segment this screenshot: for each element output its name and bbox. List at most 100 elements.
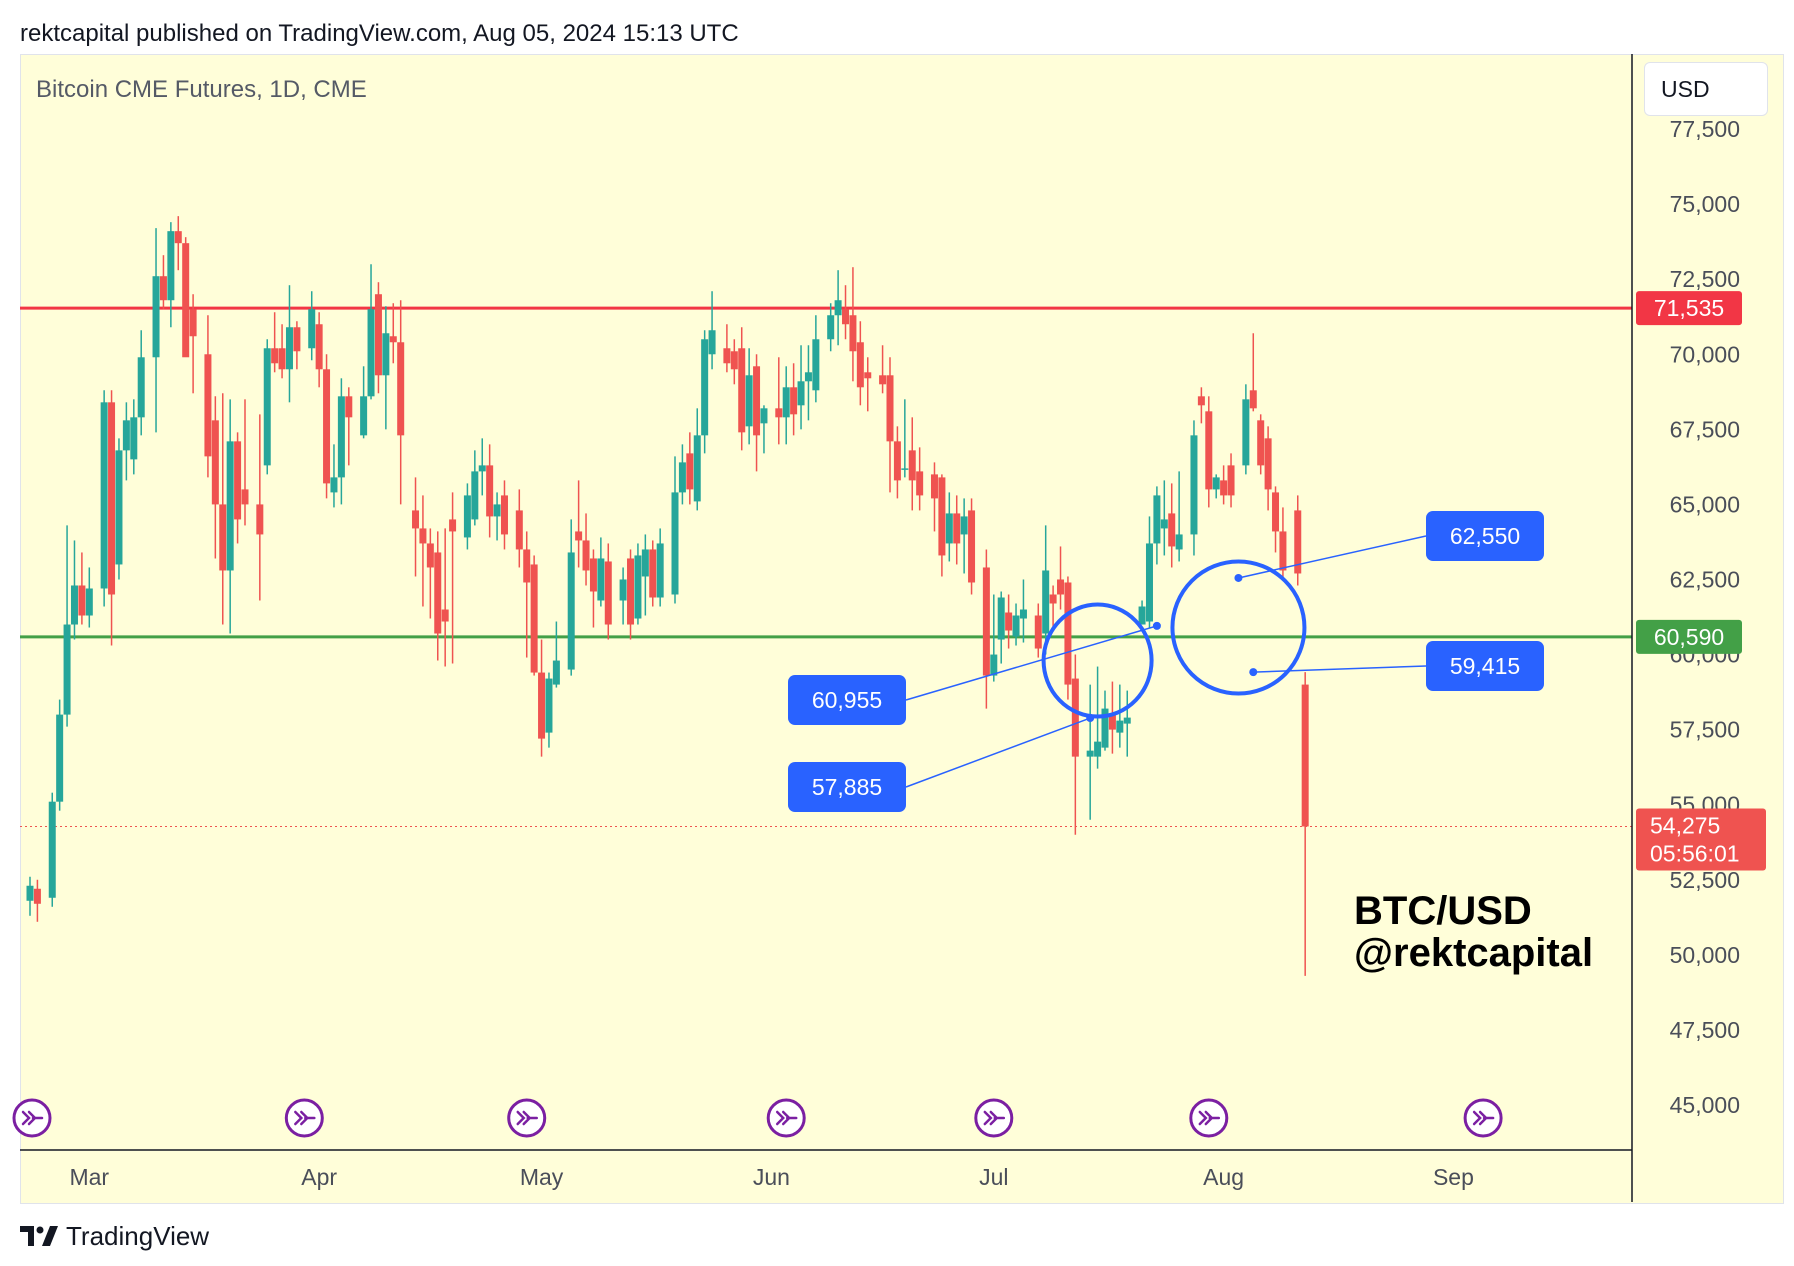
- candle[interactable]: [1145, 516, 1153, 628]
- price-callout[interactable]: 60,955: [788, 621, 1161, 725]
- arrow-circle-icon[interactable]: [507, 1098, 547, 1138]
- candle[interactable]: [834, 270, 842, 346]
- candle[interactable]: [656, 528, 664, 607]
- candle[interactable]: [1034, 603, 1042, 658]
- candle[interactable]: [70, 540, 78, 640]
- currency-selector[interactable]: USD: [1644, 62, 1768, 116]
- candle[interactable]: [856, 321, 864, 406]
- candle[interactable]: [552, 621, 560, 688]
- candle[interactable]: [308, 291, 316, 361]
- candle[interactable]: [471, 450, 479, 526]
- candle[interactable]: [575, 480, 583, 568]
- footer-brand[interactable]: TradingView: [66, 1220, 210, 1251]
- candle[interactable]: [723, 324, 731, 373]
- candle[interactable]: [1249, 333, 1257, 412]
- candle[interactable]: [938, 474, 946, 577]
- candle[interactable]: [293, 321, 301, 370]
- candle[interactable]: [1257, 414, 1265, 475]
- candle[interactable]: [864, 357, 872, 412]
- candle[interactable]: [48, 792, 56, 907]
- candle[interactable]: [753, 354, 761, 472]
- candle[interactable]: [945, 492, 953, 562]
- candle[interactable]: [426, 528, 434, 619]
- candle[interactable]: [285, 285, 293, 403]
- candle[interactable]: [523, 531, 531, 658]
- candle[interactable]: [1116, 684, 1124, 748]
- candle[interactable]: [159, 255, 167, 310]
- candle[interactable]: [1019, 579, 1027, 643]
- candle[interactable]: [619, 567, 627, 625]
- candle[interactable]: [412, 477, 420, 577]
- arrow-circle-icon[interactable]: [12, 1098, 52, 1138]
- candle[interactable]: [463, 483, 471, 550]
- candle[interactable]: [122, 402, 130, 481]
- candle[interactable]: [330, 444, 338, 508]
- candle[interactable]: [627, 549, 635, 640]
- candle[interactable]: [419, 495, 427, 607]
- candle[interactable]: [204, 315, 212, 478]
- candle[interactable]: [367, 264, 375, 400]
- candle[interactable]: [597, 537, 605, 607]
- candle[interactable]: [1123, 690, 1131, 757]
- candle[interactable]: [678, 444, 686, 505]
- candle[interactable]: [849, 267, 857, 382]
- candle[interactable]: [152, 228, 160, 433]
- candle[interactable]: [641, 534, 649, 616]
- candle[interactable]: [271, 312, 279, 373]
- candle[interactable]: [85, 567, 93, 628]
- candle[interactable]: [886, 357, 894, 493]
- arrow-circle-icon[interactable]: [974, 1098, 1014, 1138]
- candle[interactable]: [486, 444, 494, 538]
- candle[interactable]: [337, 378, 345, 505]
- tradingview-logo-icon[interactable]: [20, 1224, 58, 1248]
- candle[interactable]: [1301, 672, 1309, 976]
- candle[interactable]: [108, 390, 116, 646]
- candle[interactable]: [1138, 600, 1146, 625]
- price-callout[interactable]: 59,415: [1249, 641, 1544, 691]
- candle[interactable]: [137, 330, 145, 436]
- candle[interactable]: [812, 315, 820, 403]
- candle[interactable]: [1049, 585, 1057, 631]
- candle[interactable]: [1272, 486, 1280, 553]
- candle[interactable]: [515, 489, 523, 568]
- candle[interactable]: [493, 492, 501, 541]
- chart-area[interactable]: [20, 54, 1784, 1204]
- candle[interactable]: [1190, 420, 1198, 556]
- candle[interactable]: [604, 543, 612, 640]
- candle[interactable]: [745, 348, 753, 445]
- candle[interactable]: [1294, 495, 1302, 586]
- candle[interactable]: [226, 399, 234, 634]
- arrow-circle-icon[interactable]: [766, 1098, 806, 1138]
- candle[interactable]: [1064, 576, 1072, 700]
- candle[interactable]: [582, 513, 590, 586]
- highlight-circle[interactable]: [1041, 602, 1154, 719]
- candle[interactable]: [686, 432, 694, 505]
- candle[interactable]: [189, 294, 197, 394]
- candle[interactable]: [968, 498, 976, 595]
- candle[interactable]: [916, 447, 924, 511]
- candle[interactable]: [323, 354, 331, 499]
- candle[interactable]: [241, 399, 249, 526]
- candle[interactable]: [115, 438, 123, 580]
- candle[interactable]: [315, 312, 323, 388]
- candle[interactable]: [1212, 474, 1220, 499]
- candle[interactable]: [1086, 684, 1094, 820]
- candle[interactable]: [693, 408, 701, 511]
- arrow-circle-icon[interactable]: [284, 1098, 324, 1138]
- candle[interactable]: [804, 345, 812, 421]
- candle[interactable]: [78, 552, 86, 625]
- candle[interactable]: [234, 432, 242, 544]
- candle[interactable]: [278, 324, 286, 379]
- candle[interactable]: [545, 672, 553, 748]
- candle[interactable]: [1012, 603, 1020, 646]
- candle[interactable]: [567, 519, 575, 676]
- candle[interactable]: [997, 591, 1005, 664]
- candle[interactable]: [1153, 486, 1161, 565]
- candle[interactable]: [782, 366, 790, 445]
- candle[interactable]: [1160, 480, 1168, 556]
- candle[interactable]: [930, 462, 938, 532]
- candle[interactable]: [1175, 471, 1183, 562]
- candle[interactable]: [382, 306, 390, 430]
- candle[interactable]: [842, 285, 850, 340]
